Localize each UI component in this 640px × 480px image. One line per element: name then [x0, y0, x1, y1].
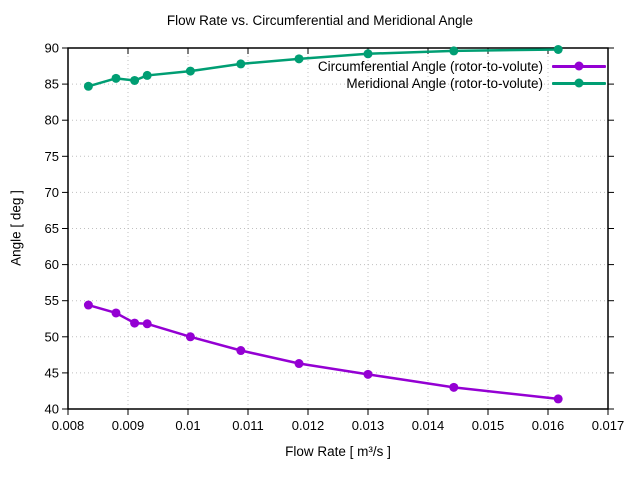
legend-sample-circumferential-angle: [552, 61, 606, 71]
x-tick-label: 0.008: [52, 418, 85, 433]
x-tick-label: 0.014: [412, 418, 445, 433]
y-tick-label: 55: [45, 293, 59, 308]
x-tick-label: 0.011: [232, 418, 264, 433]
series-line-0: [87, 303, 560, 401]
data-point-marker: [236, 59, 246, 69]
data-point-marker: [449, 46, 459, 56]
y-tick-label: 75: [45, 149, 59, 164]
y-tick-label: 85: [45, 77, 59, 92]
data-point-marker: [449, 382, 459, 392]
legend-marker-circle-icon: [574, 61, 584, 71]
x-axis-label: Flow Rate [ m³/s ]: [285, 444, 391, 459]
x-tick-label: 0.013: [352, 418, 385, 433]
legend: Circumferential Angle (rotor-to-volute) …: [317, 58, 606, 91]
y-tick-label: 90: [45, 41, 59, 56]
data-point-marker: [83, 300, 93, 310]
y-tick-label: 50: [45, 329, 59, 344]
data-point-marker: [363, 369, 373, 379]
data-point-marker: [553, 394, 563, 404]
legend-label-meridional-angle: Meridional Angle (rotor-to-volute): [346, 75, 543, 91]
data-point-marker: [142, 319, 152, 329]
y-tick-label: 65: [45, 221, 59, 236]
data-point-marker: [83, 81, 93, 91]
data-point-marker: [236, 346, 246, 356]
y-tick-label: 70: [45, 185, 59, 200]
data-point-marker: [553, 44, 563, 54]
y-axis-label: Angle [ deg ]: [8, 190, 24, 266]
y-tick-label: 60: [45, 257, 59, 272]
data-point-marker: [130, 75, 140, 85]
data-point-marker: [294, 359, 304, 369]
y-tick-label: 80: [45, 113, 59, 128]
chart-title: Flow Rate vs. Circumferential and Meridi…: [166, 13, 474, 28]
legend-item-meridional-angle: Meridional Angle (rotor-to-volute): [346, 75, 606, 91]
data-point-marker: [294, 54, 304, 64]
x-tick-label: 0.015: [472, 418, 505, 433]
y-tick-label: 40: [45, 402, 59, 417]
data-point-marker: [111, 308, 121, 318]
data-point-marker: [185, 66, 195, 76]
x-tick-label: 0.009: [112, 418, 145, 433]
legend-label-circumferential-angle: Circumferential Angle (rotor-to-volute): [317, 58, 543, 74]
x-tick-label: 0.016: [532, 418, 565, 433]
series-line-1: [87, 48, 560, 88]
y-tick-label: 45: [45, 365, 59, 380]
x-tick-label: 0.017: [592, 418, 625, 433]
legend-marker-circle-icon: [574, 78, 584, 88]
legend-sample-meridional-angle: [552, 78, 606, 88]
data-point-marker: [142, 70, 152, 80]
x-tick-label: 0.01: [175, 418, 200, 433]
data-point-marker: [111, 73, 121, 83]
data-point-marker: [363, 49, 373, 59]
x-tick-label: 0.012: [292, 418, 325, 433]
legend-item-circumferential-angle: Circumferential Angle (rotor-to-volute): [317, 58, 606, 74]
data-point-marker: [185, 332, 195, 342]
data-point-marker: [130, 318, 140, 328]
